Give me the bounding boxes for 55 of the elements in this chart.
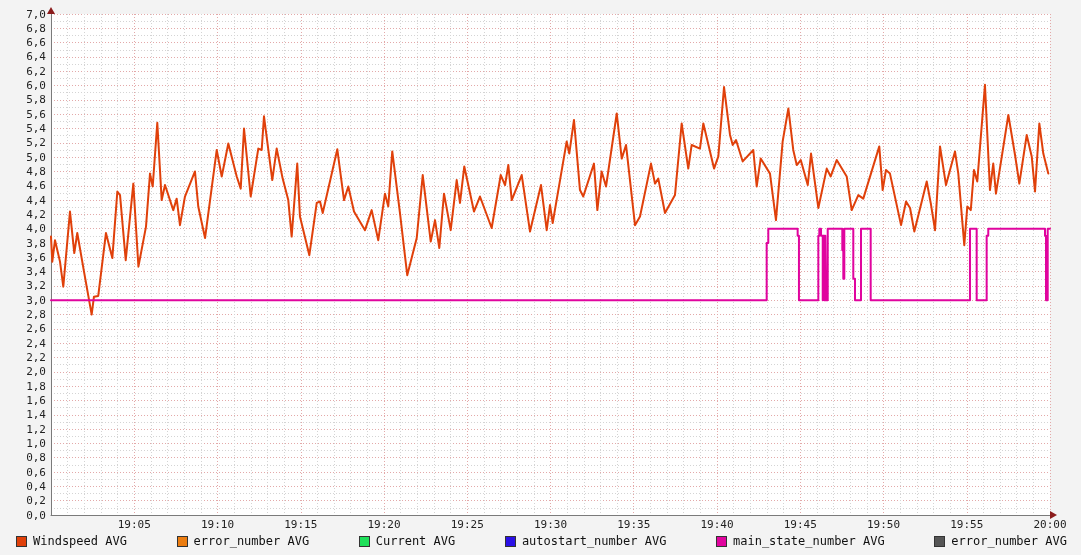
legend-label: error_number AVG bbox=[951, 534, 1067, 548]
y-tick-label: 5,6 bbox=[26, 107, 46, 121]
y-tick-label: 0,6 bbox=[26, 465, 46, 479]
x-tick-label: 19:35 bbox=[617, 518, 651, 531]
x-tick-label: 19:50 bbox=[866, 518, 901, 531]
x-tick-label: 19:30 bbox=[533, 518, 568, 531]
legend-label: main_state_number AVG bbox=[733, 534, 885, 548]
y-tick-label: 3,2 bbox=[26, 279, 46, 293]
y-tick-label: 4,0 bbox=[26, 222, 46, 236]
y-tick-label: 2,2 bbox=[26, 351, 46, 365]
legend-label: Windspeed AVG bbox=[33, 534, 127, 548]
y-tick-label: 5,8 bbox=[26, 93, 46, 107]
y-tick-label: 5,0 bbox=[26, 150, 46, 164]
y-tick-label: 1,2 bbox=[26, 422, 46, 436]
x-tick-label: 19:45 bbox=[783, 518, 817, 531]
x-tick-label: 20:00 bbox=[1033, 518, 1067, 531]
y-tick-label: 0,2 bbox=[26, 494, 46, 508]
y-tick-label: 0,4 bbox=[26, 479, 47, 493]
y-tick-label: 1,8 bbox=[26, 379, 46, 393]
y-tick-label: 3,6 bbox=[26, 250, 46, 264]
y-tick-label: 4,4 bbox=[26, 193, 47, 207]
x-tick-label: 19:15 bbox=[284, 518, 318, 531]
y-tick-label: 4,8 bbox=[26, 164, 46, 178]
line-series bbox=[50, 83, 1050, 316]
y-tick-label: 2,6 bbox=[26, 322, 46, 336]
y-tick-label: 6,2 bbox=[26, 64, 46, 78]
y-tick-label: 4,2 bbox=[26, 207, 46, 221]
y-tick-label: 3,8 bbox=[26, 236, 46, 250]
y-tick-label: 2,4 bbox=[26, 336, 47, 350]
x-tick-label: 19:25 bbox=[450, 518, 484, 531]
x-tick-label: 19:10 bbox=[200, 518, 235, 531]
x-tick-label: 19:55 bbox=[950, 518, 984, 531]
y-tick-label: 6,4 bbox=[26, 50, 47, 64]
y-tick-label: 6,0 bbox=[26, 79, 46, 93]
y-tick-label: 2,8 bbox=[26, 308, 46, 322]
legend-label: autostart_number AVG bbox=[521, 534, 667, 548]
y-tick-label: 6,8 bbox=[26, 21, 46, 35]
y-tick-label: 2,0 bbox=[26, 365, 46, 379]
y-tick-label: 3,4 bbox=[26, 265, 47, 279]
legend-label: Current AVG bbox=[375, 534, 456, 548]
y-tick-label: 3,0 bbox=[26, 293, 46, 307]
legend-label: error_number AVG bbox=[193, 534, 310, 548]
x-tick-label: 19:20 bbox=[367, 518, 401, 531]
x-tick-label: 19:40 bbox=[700, 518, 734, 531]
y-tick-label: 7,0 bbox=[26, 7, 46, 21]
y-tick-label: 1,0 bbox=[26, 436, 46, 450]
y-tick-label: 0,0 bbox=[26, 508, 46, 522]
x-tick-label: 19:05 bbox=[117, 518, 151, 531]
y-tick-label: 0,8 bbox=[26, 451, 46, 465]
y-tick-label: 1,6 bbox=[26, 393, 46, 407]
y-tick-label: 4,6 bbox=[26, 179, 46, 193]
y-tick-label: 5,2 bbox=[26, 136, 46, 150]
y-tick-label: 6,6 bbox=[26, 36, 46, 50]
y-tick-label: 1,4 bbox=[26, 408, 47, 422]
y-tick-label: 5,4 bbox=[26, 122, 47, 136]
